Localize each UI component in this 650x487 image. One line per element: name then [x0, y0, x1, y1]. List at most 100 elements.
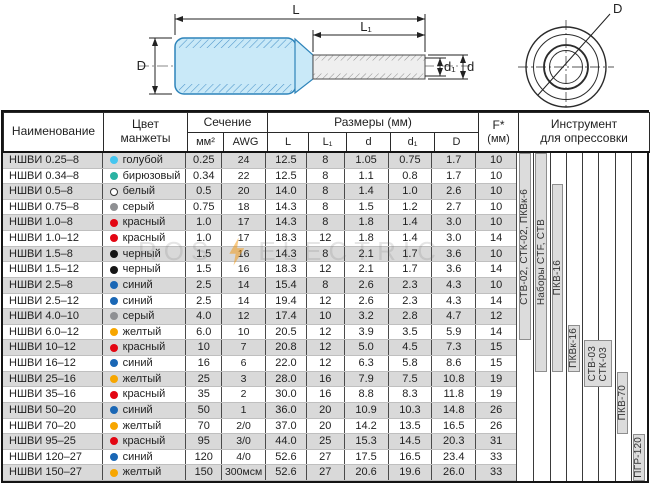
ferrule-name-cell: НШВИ 120–27 — [3, 449, 103, 465]
table-row: НШВИ 150–27 желтый 150 300мсм 52.6 27 20.6 19.6… — [3, 465, 516, 481]
col-header-sizes: Размеры (мм) — [266, 112, 480, 133]
value-cell-D: 7.3 — [432, 340, 477, 356]
value-cell-d1: 0.8 — [389, 168, 433, 184]
table-row: НШВИ 35–16 красный 35 2 30.0 16 8.8 8.3 11.8 19 — [3, 387, 516, 403]
tool-column-divider — [582, 153, 583, 481]
value-cell-mm2: 1.5 — [186, 262, 223, 277]
value-cell-L: 14.3 — [266, 215, 307, 231]
ferrule-name-cell: НШВИ 0.5–8 — [3, 184, 103, 199]
value-cell-mm2: 2.5 — [186, 277, 223, 293]
ferrule-name-cell: НШВИ 1.0–8 — [3, 215, 103, 231]
table-row: НШВИ 2.5–8 синий 2.5 14 15.4 8 2.6 2.3 4.3 10 — [3, 277, 516, 294]
color-label: желтый — [122, 466, 162, 479]
value-cell-mm2: 4.0 — [186, 309, 223, 324]
value-cell-L1: 27 — [307, 465, 345, 480]
value-cell-F: 10 — [489, 200, 503, 213]
value-cell-awg: 4/0 — [222, 449, 266, 465]
tool-label: ПГР-120 — [633, 437, 645, 478]
value-cell-F: 31 — [489, 435, 503, 448]
sleeve-color-cell: желтый — [103, 371, 187, 387]
color-label: синий — [122, 357, 153, 370]
value-cell-D: 4.3 — [432, 277, 477, 293]
value-cell-F: 14 — [489, 263, 503, 276]
table-header: Наименование Цвет манжеты Сечение Размер… — [3, 112, 650, 153]
value-cell-d1: 7.5 — [389, 371, 433, 387]
value-cell-mm2: 16 — [186, 356, 223, 371]
tool-range-bar: ПКВ-16 — [551, 184, 564, 372]
dim-L1-label: L₁ — [360, 19, 372, 34]
value-cell-d: 7.9 — [345, 371, 389, 387]
value-cell-L1: 12 — [307, 262, 345, 277]
ferrule-name-cell: НШВИ 0.75–8 — [3, 199, 103, 215]
value-cell-mm2: 1.0 — [186, 231, 223, 246]
tool-column-divider — [614, 153, 616, 481]
value-cell-d1: 1.0 — [389, 184, 433, 199]
value-cell-awg: 14 — [222, 293, 266, 309]
color-label: черный — [122, 263, 161, 276]
value-cell-L: 19.4 — [266, 293, 307, 309]
table-row: НШВИ 95–25 красный 95 3/0 44.0 25 15.3 14.5 20.3… — [3, 434, 516, 450]
value-cell-L1: 20 — [307, 402, 345, 418]
color-dot — [109, 312, 118, 321]
value-cell-D: 2.7 — [432, 199, 477, 215]
value-cell-d1: 1.4 — [389, 215, 433, 231]
value-cell-d1: 16.5 — [389, 449, 433, 465]
color-dot — [109, 453, 118, 462]
table-row: НШВИ 1.0–8 красный 1.0 17 14.3 8 1.8 1.4 3.0 10 — [3, 215, 516, 232]
value-cell-D: 11.8 — [432, 387, 477, 402]
table-row: НШВИ 0.34–8 бирюзовый 0.34 22 12.5 8 1.1 0.8 1.7… — [3, 168, 516, 185]
tool-range-bar: ПКВк-16 — [567, 324, 580, 372]
col-header-mm2: мм² — [187, 132, 224, 153]
tool-label: ПКВ-70 — [616, 385, 628, 421]
value-cell-d: 1.05 — [345, 153, 389, 168]
table-row: НШВИ 0.25–8 голубой 0.25 24 12.5 8 1.05 0.75 1.7… — [3, 153, 516, 169]
col-header-tool: Инструмент для опрессовки — [518, 112, 650, 153]
value-cell-D: 1.7 — [432, 168, 477, 184]
sleeve-color-cell: черный — [103, 246, 187, 262]
table-row: НШВИ 120–27 синий 120 4/0 52.6 27 17.5 16.5 23.4… — [3, 449, 516, 466]
value-cell-awg: 3/0 — [222, 434, 266, 449]
value-cell-mm2: 6.0 — [186, 324, 223, 340]
value-cell-mm2: 0.25 — [186, 153, 223, 168]
value-cell-F: 12 — [489, 310, 503, 323]
col-header-section: Сечение — [187, 112, 268, 133]
table-row: НШВИ 4.0–10 серый 4.0 12 17.4 10 3.2 2.8 4.7 12 — [3, 309, 516, 325]
value-cell-d1: 14.5 — [389, 434, 433, 449]
table-row: НШВИ 50–20 синий 50 1 36.0 20 10.9 10.3 14.8 26 — [3, 402, 516, 419]
value-cell-mm2: 120 — [186, 449, 223, 465]
value-cell-mm2: 70 — [186, 418, 223, 434]
value-cell-awg: 2/0 — [222, 418, 266, 434]
dim-D-circle-label: D — [613, 1, 622, 16]
value-cell-d: 17.5 — [345, 449, 389, 465]
value-cell-d: 2.6 — [345, 277, 389, 293]
col-header-awg: AWG — [223, 132, 268, 153]
sleeve-color-cell: серый — [103, 309, 187, 324]
value-cell-d1: 1.4 — [389, 231, 433, 246]
value-cell-awg: 10 — [222, 324, 266, 340]
value-cell-awg: 16 — [222, 262, 266, 277]
color-dot — [109, 203, 118, 212]
value-cell-D: 1.7 — [432, 153, 477, 168]
value-cell-mm2: 2.5 — [186, 293, 223, 309]
value-cell-mm2: 0.75 — [186, 199, 223, 215]
value-cell-d1: 1.7 — [389, 262, 433, 277]
value-cell-awg: 300мсм — [222, 465, 266, 480]
color-dot — [109, 359, 118, 368]
value-cell-d1: 2.3 — [389, 277, 433, 293]
value-cell-d: 14.2 — [345, 418, 389, 434]
value-cell-L: 17.4 — [266, 309, 307, 324]
value-cell-d1: 19.6 — [389, 465, 433, 480]
value-cell-awg: 14 — [222, 277, 266, 293]
col-header-name: Наименование — [3, 112, 104, 153]
value-cell-D: 5.9 — [432, 324, 477, 340]
tool-range-bar: СТВ-03 СТК-03 — [584, 340, 612, 388]
collar-taper — [294, 37, 314, 95]
value-cell-F: 15 — [489, 357, 503, 370]
color-label: синий — [122, 278, 153, 291]
value-cell-L: 18.3 — [266, 262, 307, 277]
value-cell-awg: 12 — [222, 309, 266, 324]
table-row: НШВИ 0.75–8 серый 0.75 18 14.3 8 1.5 1.2 2.7 10 — [3, 199, 516, 216]
value-cell-F: 15 — [489, 341, 503, 354]
value-cell-d1: 1.7 — [389, 246, 433, 262]
end-view: D — [518, 1, 622, 110]
